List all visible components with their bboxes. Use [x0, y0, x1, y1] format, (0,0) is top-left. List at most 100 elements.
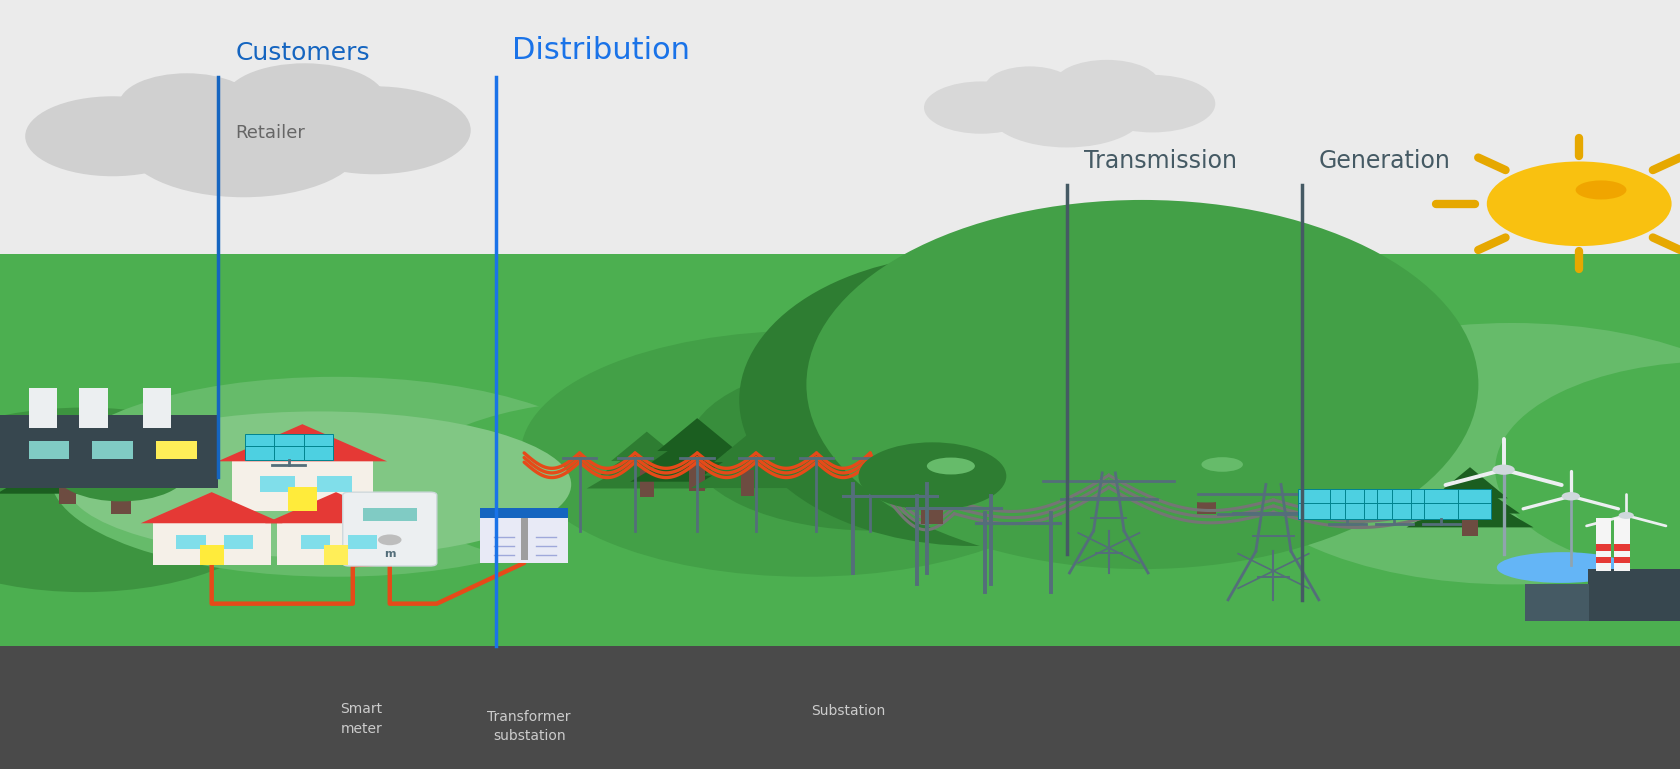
Bar	[0, 646, 1680, 769]
Bar	[29, 441, 69, 459]
Bar	[1462, 508, 1478, 537]
Bar	[59, 471, 76, 504]
Circle shape	[1142, 444, 1270, 502]
Bar	[200, 545, 223, 565]
Circle shape	[924, 82, 1038, 134]
Bar	[1614, 518, 1630, 571]
Bar	[1588, 569, 1680, 621]
Bar	[480, 508, 568, 518]
Circle shape	[1618, 512, 1635, 519]
Bar	[741, 470, 754, 496]
Polygon shape	[141, 492, 282, 523]
Circle shape	[1562, 492, 1579, 501]
Bar	[348, 535, 378, 549]
Bar	[111, 484, 131, 514]
Bar	[1596, 557, 1611, 563]
Bar	[0, 254, 1680, 654]
Bar	[153, 523, 270, 565]
Ellipse shape	[927, 458, 974, 474]
Circle shape	[279, 86, 470, 175]
Bar	[176, 535, 205, 549]
Ellipse shape	[1058, 300, 1562, 561]
Text: Distribution: Distribution	[512, 36, 690, 65]
Ellipse shape	[67, 411, 571, 558]
Polygon shape	[586, 453, 707, 488]
Text: Smart
meter: Smart meter	[339, 702, 383, 736]
Ellipse shape	[116, 454, 160, 469]
Ellipse shape	[521, 331, 1092, 577]
Ellipse shape	[1497, 552, 1628, 583]
Polygon shape	[612, 431, 682, 461]
Circle shape	[1487, 161, 1672, 246]
Polygon shape	[0, 452, 138, 494]
FancyBboxPatch shape	[343, 492, 437, 566]
Circle shape	[1492, 464, 1515, 474]
Polygon shape	[1420, 479, 1520, 514]
Polygon shape	[714, 434, 781, 462]
Circle shape	[54, 440, 188, 501]
Ellipse shape	[1226, 323, 1680, 584]
Circle shape	[1053, 60, 1159, 108]
Circle shape	[378, 534, 402, 545]
Text: Transmission: Transmission	[1084, 149, 1236, 173]
Polygon shape	[657, 418, 738, 451]
Text: Retailer: Retailer	[235, 125, 306, 142]
Bar	[232, 461, 373, 511]
Ellipse shape	[1201, 457, 1243, 472]
Polygon shape	[645, 431, 749, 467]
Ellipse shape	[50, 377, 622, 577]
Polygon shape	[690, 454, 805, 488]
Bar	[0, 415, 218, 488]
Bar	[1596, 518, 1611, 571]
Polygon shape	[25, 427, 109, 461]
Bar	[921, 491, 944, 524]
Bar	[521, 518, 528, 560]
Bar	[1525, 584, 1589, 621]
Circle shape	[858, 442, 1006, 510]
Text: m: m	[385, 548, 395, 559]
Polygon shape	[630, 442, 764, 481]
Polygon shape	[12, 440, 123, 478]
Circle shape	[119, 73, 255, 135]
Bar	[223, 535, 254, 549]
Bar	[1596, 544, 1611, 551]
Bar	[260, 476, 296, 492]
Polygon shape	[218, 424, 386, 461]
Polygon shape	[1431, 467, 1509, 498]
Bar	[92, 441, 133, 459]
Bar	[29, 388, 57, 428]
Bar	[1393, 489, 1490, 519]
Bar	[289, 488, 316, 511]
Bar	[480, 515, 568, 563]
Bar	[143, 388, 171, 428]
Polygon shape	[600, 443, 694, 475]
Text: Generation: Generation	[1319, 149, 1450, 173]
Bar	[301, 535, 329, 549]
Bar	[363, 508, 417, 521]
Bar	[277, 523, 395, 565]
Ellipse shape	[403, 400, 840, 569]
Bar	[1614, 544, 1630, 551]
Polygon shape	[704, 445, 791, 476]
Ellipse shape	[689, 361, 1058, 531]
Bar	[245, 434, 333, 460]
Bar	[1614, 557, 1630, 563]
Circle shape	[988, 75, 1146, 148]
Ellipse shape	[1576, 181, 1626, 199]
Text: Customers: Customers	[235, 42, 370, 65]
Bar	[1299, 489, 1396, 519]
Bar	[640, 470, 654, 497]
Bar	[79, 388, 108, 428]
Bar	[689, 461, 706, 491]
Text: Transformer
substation: Transformer substation	[487, 710, 571, 744]
Polygon shape	[265, 492, 407, 523]
Ellipse shape	[806, 200, 1478, 569]
Circle shape	[223, 63, 385, 137]
Bar	[156, 441, 197, 459]
Circle shape	[25, 96, 200, 176]
Ellipse shape	[739, 254, 1210, 546]
Polygon shape	[1406, 490, 1534, 528]
Circle shape	[986, 66, 1074, 107]
Circle shape	[123, 87, 363, 198]
Circle shape	[1090, 75, 1215, 132]
